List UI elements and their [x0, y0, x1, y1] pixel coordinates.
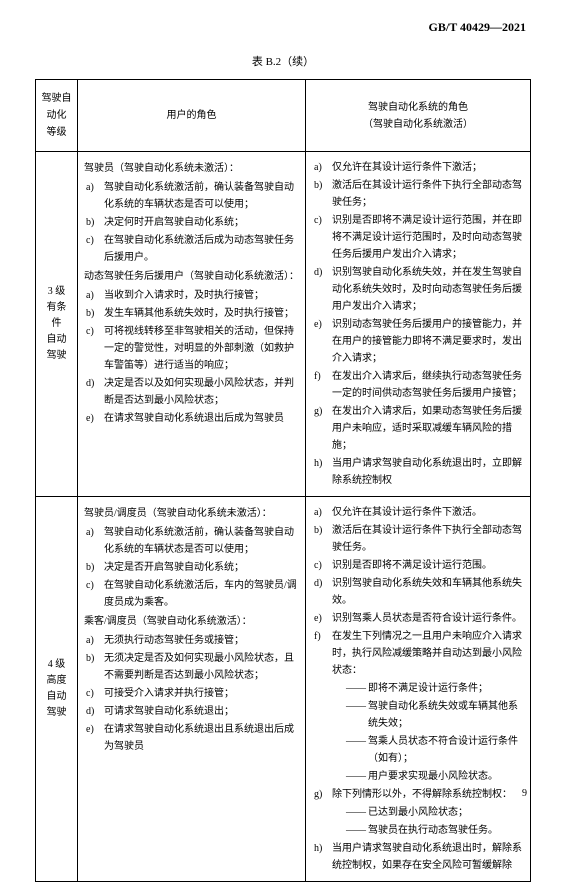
list-item: c)可将视线转移至非驾驶相关的活动，但保持一定的警觉性，对明显的外部刺激（如救护… — [84, 323, 299, 374]
list-item: d)可请求驾驶自动化系统退出； — [84, 703, 299, 720]
list-item: d)决定是否以及如何实现最小风险状态，并判断是否达到最小风险状态； — [84, 375, 299, 409]
list-item: g)在发出介入请求后，如果动态驾驶任务后援用户未响应，适时采取减缓车辆风险的措施… — [312, 403, 524, 454]
system-cell: a)仅允许在其设计运行条件下激活；b)激活后在其设计运行条件下执行全部动态驾驶任… — [306, 152, 531, 497]
list-item: d)识别驾驶自动化系统失效和车辆其他系统失效。 — [312, 575, 524, 609]
page-number: 9 — [522, 788, 527, 799]
list-item: f)在发出介入请求后，继续执行动态驾驶任务一定的时间供动态驾驶任务后援用户接管； — [312, 368, 524, 402]
list-item: b)激活后在其设计运行条件下执行全部动态驾驶任务； — [312, 177, 524, 211]
table-header-row: 驾驶自动化 等级 用户的角色 驾驶自动化系统的角色 （驾驶自动化系统激活） — [36, 80, 531, 152]
list-item: c)可接受介入请求并执行接管； — [84, 685, 299, 702]
document-code: GB/T 40429—2021 — [35, 20, 531, 35]
table-row: 4 级 高度自动 驾驶 驾驶员/调度员（驾驶自动化系统未激活）： a)驾驶自动化系… — [36, 497, 531, 882]
header-system: 驾驶自动化系统的角色 （驾驶自动化系统激活） — [306, 80, 531, 152]
sub-list-item: 已达到最小风险状态； — [346, 804, 524, 821]
system-cell: a)仅允许在其设计运行条件下激活。b)激活后在其设计运行条件下执行全部动态驾驶任… — [306, 497, 531, 882]
user-cell: 驾驶员/调度员（驾驶自动化系统未激活）： a)驾驶自动化系统激活前，确认装备驾驶自… — [78, 497, 306, 882]
section-label: 驾驶员/调度员（驾驶自动化系统未激活）： — [84, 505, 299, 522]
list-item: c)在驾驶自动化系统激活后成为动态驾驶任务后援用户。 — [84, 232, 299, 266]
section-label: 乘客/调度员（驾驶自动化系统激活）： — [84, 613, 299, 630]
list-item: a)当收到介入请求时，及时执行接管； — [84, 287, 299, 304]
list-item: f)在发生下列情况之一且用户未响应介入请求时，执行风险减缓策略并自动达到最小风险… — [312, 628, 524, 785]
table-title: 表 B.2（续） — [35, 53, 531, 69]
header-user: 用户的角色 — [78, 80, 306, 152]
list-item: a)驾驶自动化系统激活前，确认装备驾驶自动化系统的车辆状态是否可以使用； — [84, 524, 299, 558]
sub-list-item: 驾乘人员状态不符合设计运行条件（如有）； — [346, 733, 524, 767]
header-level: 驾驶自动化 等级 — [36, 80, 78, 152]
list-item: b)发生车辆其他系统失效时，及时执行接管； — [84, 305, 299, 322]
main-table: 驾驶自动化 等级 用户的角色 驾驶自动化系统的角色 （驾驶自动化系统激活） 3 … — [35, 79, 531, 882]
sub-list-item: 用户要求实现最小风险状态。 — [346, 768, 524, 785]
list-item: a)仅允许在其设计运行条件下激活； — [312, 159, 524, 176]
sub-list-item: 驾驶自动化系统失效或车辆其他系统失效； — [346, 698, 524, 732]
user-cell: 驾驶员（驾驶自动化系统未激活）： a)驾驶自动化系统激活前，确认装备驾驶自动化系统… — [78, 152, 306, 497]
list-item: d)识别驾驶自动化系统失效，并在发生驾驶自动化系统失效时，及时向动态驾驶任务后援… — [312, 264, 524, 315]
list-item: e)识别动态驾驶任务后援用户的接管能力，并在用户的接管能力即将不满足要求时，发出… — [312, 316, 524, 367]
table-row: 3 级 有条件 自动驾驶 驾驶员（驾驶自动化系统未激活）： a)驾驶自动化系统激活… — [36, 152, 531, 497]
list-item: a)无须执行动态驾驶任务或接管； — [84, 632, 299, 649]
list-item: c)识别是否即将不满足设计运行范围，并在即将不满足设计运行范围时，及时向动态驾驶… — [312, 212, 524, 263]
list-item: a)驾驶自动化系统激活前，确认装备驾驶自动化系统的车辆状态是否可以使用； — [84, 179, 299, 213]
section-label: 动态驾驶任务后援用户（驾驶自动化系统激活）： — [84, 268, 299, 285]
list-item: h)当用户请求驾驶自动化系统退出时，解除系统控制权，如果存在安全风险可暂缓解除 — [312, 840, 524, 874]
list-item: e)识别驾乘人员状态是否符合设计运行条件。 — [312, 610, 524, 627]
level-cell: 3 级 有条件 自动驾驶 — [36, 152, 78, 497]
sub-list-item: 驾驶员在执行动态驾驶任务。 — [346, 822, 524, 839]
list-item: b)决定是否开启驾驶自动化系统； — [84, 559, 299, 576]
list-item: c)在驾驶自动化系统激活后，车内的驾驶员/调度员成为乘客。 — [84, 577, 299, 611]
sub-list-item: 即将不满足设计运行条件； — [346, 680, 524, 697]
list-item: e)在请求驾驶自动化系统退出且系统退出后成为驾驶员 — [84, 721, 299, 755]
section-label: 驾驶员（驾驶自动化系统未激活）： — [84, 160, 299, 177]
list-item: e)在请求驾驶自动化系统退出后成为驾驶员 — [84, 410, 299, 427]
list-item: g)除下列情形以外，不得解除系统控制权：已达到最小风险状态；驾驶员在执行动态驾驶… — [312, 786, 524, 839]
list-item: b)激活后在其设计运行条件下执行全部动态驾驶任务。 — [312, 522, 524, 556]
level-cell: 4 级 高度自动 驾驶 — [36, 497, 78, 882]
list-item: c)识别是否即将不满足设计运行范围。 — [312, 557, 524, 574]
list-item: b)无须决定是否及如何实现最小风险状态，且不需要判断是否达到最小风险状态； — [84, 650, 299, 684]
list-item: b)决定何时开启驾驶自动化系统； — [84, 214, 299, 231]
list-item: h)当用户请求驾驶自动化系统退出时，立即解除系统控制权 — [312, 455, 524, 489]
list-item: a)仅允许在其设计运行条件下激活。 — [312, 504, 524, 521]
